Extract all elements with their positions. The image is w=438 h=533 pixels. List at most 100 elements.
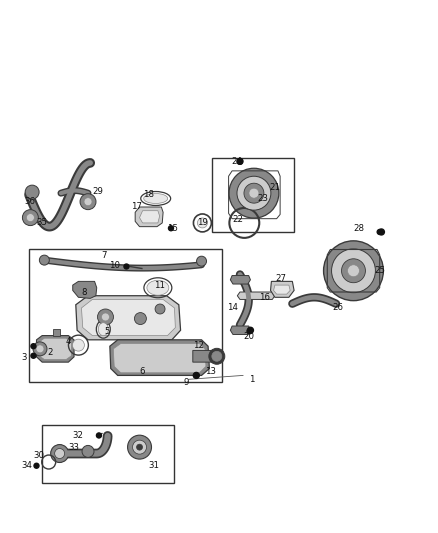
Circle shape [155, 304, 165, 314]
Ellipse shape [147, 280, 169, 295]
Circle shape [39, 255, 49, 265]
Text: 28: 28 [353, 224, 364, 233]
Text: 10: 10 [109, 261, 120, 270]
Text: 3: 3 [21, 353, 27, 362]
Text: 34: 34 [21, 461, 33, 470]
Circle shape [247, 329, 252, 334]
Text: 8: 8 [81, 287, 87, 296]
Circle shape [124, 264, 129, 269]
Circle shape [194, 373, 199, 378]
Circle shape [31, 353, 36, 358]
Text: 32: 32 [73, 431, 84, 440]
Circle shape [324, 241, 383, 301]
Circle shape [247, 327, 254, 333]
Circle shape [378, 229, 385, 235]
Polygon shape [140, 211, 159, 223]
Text: 35: 35 [36, 219, 47, 228]
Text: 4: 4 [65, 337, 71, 346]
Circle shape [22, 209, 39, 225]
Text: 26: 26 [332, 303, 343, 312]
Text: 23: 23 [258, 194, 268, 203]
Circle shape [84, 198, 92, 206]
Circle shape [198, 218, 207, 228]
Circle shape [82, 446, 94, 457]
Polygon shape [193, 350, 220, 362]
Polygon shape [237, 292, 275, 300]
Circle shape [96, 433, 102, 438]
Circle shape [133, 440, 147, 454]
Circle shape [36, 345, 44, 353]
Circle shape [55, 449, 65, 458]
Polygon shape [73, 281, 97, 298]
Polygon shape [135, 207, 163, 227]
Polygon shape [113, 344, 206, 373]
Circle shape [249, 188, 259, 198]
Text: 18: 18 [143, 190, 154, 199]
Text: 31: 31 [148, 461, 159, 470]
Text: 1: 1 [249, 375, 254, 384]
Circle shape [212, 351, 222, 361]
Circle shape [80, 193, 96, 209]
Circle shape [244, 183, 264, 203]
Polygon shape [110, 340, 209, 375]
Text: 12: 12 [193, 341, 204, 350]
Circle shape [229, 168, 279, 218]
Circle shape [25, 185, 39, 199]
Bar [42, 425, 174, 483]
Text: 7: 7 [101, 252, 106, 261]
Circle shape [237, 159, 243, 164]
Text: 27: 27 [276, 273, 287, 282]
Circle shape [347, 265, 360, 277]
Polygon shape [53, 329, 60, 336]
Polygon shape [230, 276, 251, 284]
Circle shape [332, 249, 375, 293]
Text: 21: 21 [269, 183, 280, 192]
Ellipse shape [144, 193, 168, 204]
Text: 24: 24 [231, 157, 242, 166]
Polygon shape [76, 296, 180, 340]
Text: 33: 33 [68, 442, 79, 451]
Circle shape [377, 230, 382, 235]
Circle shape [51, 445, 69, 463]
Circle shape [137, 444, 142, 450]
Circle shape [342, 259, 365, 282]
Text: 13: 13 [205, 367, 216, 376]
Bar [212, 158, 294, 232]
Circle shape [102, 313, 110, 321]
Polygon shape [274, 285, 290, 294]
Polygon shape [81, 300, 175, 336]
Circle shape [237, 158, 243, 164]
Polygon shape [36, 336, 74, 362]
Text: 16: 16 [259, 293, 270, 302]
Circle shape [209, 349, 225, 364]
Circle shape [98, 309, 113, 325]
Text: 11: 11 [154, 280, 166, 289]
Polygon shape [271, 281, 294, 297]
Text: 30: 30 [33, 450, 44, 459]
Circle shape [34, 463, 39, 468]
Circle shape [169, 226, 173, 231]
Circle shape [193, 373, 199, 378]
Text: 25: 25 [374, 266, 385, 275]
Bar [29, 249, 223, 382]
Text: 5: 5 [105, 327, 110, 336]
Circle shape [72, 339, 85, 351]
Circle shape [31, 344, 36, 349]
Polygon shape [39, 338, 71, 359]
Text: 15: 15 [166, 224, 177, 233]
Text: 20: 20 [243, 332, 254, 341]
Circle shape [127, 435, 152, 459]
Polygon shape [230, 326, 251, 335]
Text: 6: 6 [140, 367, 145, 376]
Text: 19: 19 [197, 219, 208, 228]
Circle shape [134, 312, 146, 325]
Circle shape [197, 256, 207, 266]
Text: 29: 29 [92, 187, 103, 196]
Circle shape [26, 214, 34, 222]
Text: 36: 36 [25, 197, 36, 206]
Text: 9: 9 [183, 378, 189, 387]
Text: 14: 14 [227, 303, 238, 312]
Ellipse shape [98, 322, 108, 336]
Circle shape [237, 176, 271, 210]
Text: 17: 17 [131, 203, 142, 212]
